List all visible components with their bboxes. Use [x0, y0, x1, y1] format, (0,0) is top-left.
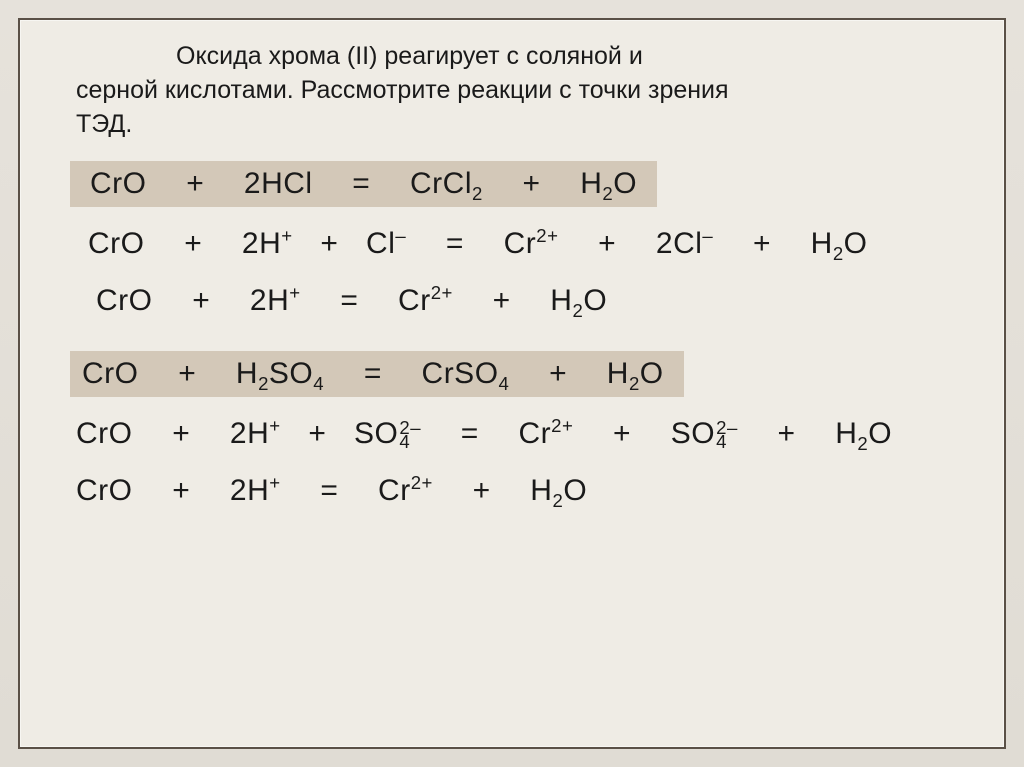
eq-token: H — [811, 227, 833, 260]
eq-token: CrO — [76, 417, 133, 450]
eq-token: + — [186, 167, 204, 200]
equation-1: CrO + 2HCl = CrCl2 + H2O — [70, 161, 657, 207]
eq-token: 2HCl — [244, 167, 313, 200]
eq-token: + — [598, 227, 616, 260]
slide-frame: Оксида хрома (II) реагирует с соляной и … — [18, 18, 1006, 749]
intro-line-1: Оксида хрома (II) реагирует с соляной и — [76, 40, 976, 74]
eq-token: CrO — [82, 357, 139, 390]
superscript: – — [395, 225, 406, 246]
eq-token: = — [340, 284, 358, 317]
eq-token: + — [320, 227, 338, 260]
superscript: + — [269, 472, 280, 493]
subscript: 2 — [258, 373, 269, 394]
eq-token: H — [580, 167, 602, 200]
eq-token: = — [364, 357, 382, 390]
subscript: 2 — [857, 433, 868, 454]
eq-token: O — [868, 417, 892, 450]
eq-token: CrO — [96, 284, 153, 317]
eq-token: SO — [269, 357, 313, 390]
eq-token: Cr — [398, 284, 431, 317]
eq-token: H — [835, 417, 857, 450]
subscript: 2 — [572, 300, 583, 321]
eq-token: SO — [354, 417, 398, 450]
intro-line-2: серной кислотами. Рассмотрите реакции с … — [76, 74, 976, 108]
eq-token: CrCl — [410, 167, 472, 200]
eq-token: + — [523, 167, 541, 200]
eq-token: CrO — [88, 227, 145, 260]
eq-token: CrSO — [422, 357, 499, 390]
equation-3: CrO + 2H+ = Cr2+ + H2O — [48, 286, 976, 316]
eq-token: O — [563, 474, 587, 507]
superscript: – — [702, 225, 713, 246]
eq-token: + — [753, 227, 771, 260]
intro-text: Оксида хрома (II) реагирует с соляной и … — [48, 40, 976, 141]
eq-token: Cr — [378, 474, 411, 507]
eq-token: = — [461, 417, 479, 450]
superscript: 2+ — [551, 415, 573, 436]
subscript: 2 — [602, 183, 613, 204]
eq-token: = — [320, 474, 338, 507]
eq-token: H — [236, 357, 258, 390]
superscript: + — [269, 415, 280, 436]
stacked-sub-sup: 2–4 — [399, 421, 421, 449]
eq-token: O — [613, 167, 637, 200]
eq-token: SO — [671, 417, 715, 450]
eq-token: 2Cl — [656, 227, 703, 260]
eq-token: = — [352, 167, 370, 200]
eq-token: H — [607, 357, 629, 390]
equation-5: CrO + 2H+ + SO2–4 = Cr2+ + SO2–4 + H2O — [48, 419, 976, 449]
superscript: 2+ — [431, 282, 453, 303]
superscript: + — [289, 282, 300, 303]
eq-token: Cl — [366, 227, 395, 260]
subscript: 4 — [313, 373, 324, 394]
eq-token: CrO — [90, 167, 147, 200]
eq-token: + — [493, 284, 511, 317]
eq-token: 2H — [242, 227, 281, 260]
eq-token: + — [172, 417, 190, 450]
eq-token: + — [473, 474, 491, 507]
eq-token: O — [583, 284, 607, 317]
equation-6: CrO + 2H+ = Cr2+ + H2O — [48, 476, 976, 506]
eq-token: Cr — [518, 417, 551, 450]
equation-2: CrO + 2H+ + Cl– = Cr2+ + 2Cl– + H2O — [48, 229, 976, 259]
eq-token: Cr — [504, 227, 537, 260]
superscript: 2+ — [536, 225, 558, 246]
eq-token: 2H — [230, 474, 269, 507]
eq-token: + — [184, 227, 202, 260]
eq-token: 2H — [250, 284, 289, 317]
eq-token: + — [192, 284, 210, 317]
eq-token: + — [308, 417, 326, 450]
intro-line-3: ТЭД. — [76, 108, 976, 142]
eq-token: + — [613, 417, 631, 450]
subscript: 4 — [499, 373, 510, 394]
slide: Оксида хрома (II) реагирует с соляной и … — [0, 0, 1024, 767]
eq-token: = — [446, 227, 464, 260]
eq-token: + — [178, 357, 196, 390]
superscript: + — [281, 225, 292, 246]
subscript: 2 — [833, 243, 844, 264]
superscript: 2+ — [411, 472, 433, 493]
subscript: 2 — [552, 490, 563, 511]
eq-token: O — [640, 357, 664, 390]
eq-token: O — [844, 227, 868, 260]
eq-token: CrO — [76, 474, 133, 507]
stacked-sub-sup: 2–4 — [716, 421, 738, 449]
eq-token: 2H — [230, 417, 269, 450]
equation-4: CrO + H2SO4 = CrSO4 + H2O — [70, 351, 684, 397]
eq-token: H — [550, 284, 572, 317]
eq-token: + — [549, 357, 567, 390]
eq-token: + — [172, 474, 190, 507]
eq-token: H — [530, 474, 552, 507]
subscript: 2 — [472, 183, 483, 204]
subscript: 2 — [629, 373, 640, 394]
eq-token: + — [777, 417, 795, 450]
